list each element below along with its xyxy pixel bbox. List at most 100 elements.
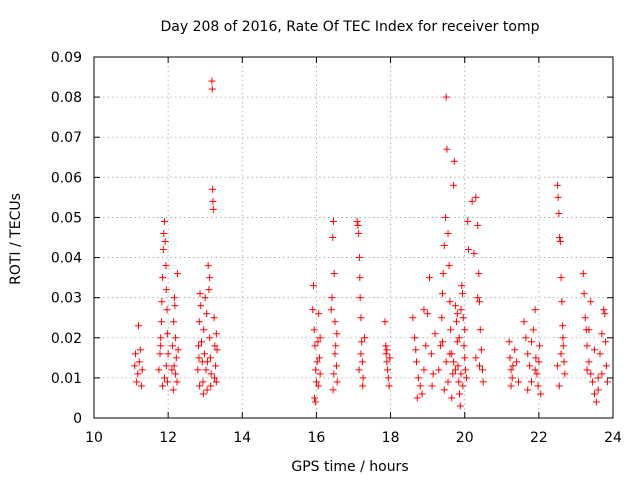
data-point bbox=[163, 378, 171, 386]
data-point bbox=[331, 350, 339, 358]
data-point bbox=[137, 382, 145, 390]
data-point bbox=[310, 326, 318, 334]
data-point bbox=[420, 306, 428, 314]
x-tick-label: 12 bbox=[159, 430, 177, 446]
data-point bbox=[314, 338, 322, 346]
data-point bbox=[520, 318, 528, 326]
data-point bbox=[531, 366, 539, 374]
data-point bbox=[316, 370, 324, 378]
data-point bbox=[560, 358, 568, 366]
data-point bbox=[155, 366, 163, 374]
data-point bbox=[536, 342, 544, 350]
data-point bbox=[526, 362, 534, 370]
data-point bbox=[213, 346, 221, 354]
data-point bbox=[163, 330, 171, 338]
data-point bbox=[168, 366, 176, 374]
data-point bbox=[587, 370, 595, 378]
data-point bbox=[507, 366, 515, 374]
x-tick-label: 10 bbox=[85, 430, 103, 446]
data-point bbox=[207, 370, 215, 378]
data-point bbox=[311, 398, 319, 406]
data-point bbox=[508, 374, 516, 382]
data-point bbox=[448, 394, 456, 402]
data-point bbox=[174, 346, 182, 354]
data-point bbox=[204, 262, 212, 270]
data-point bbox=[472, 193, 480, 201]
data-point bbox=[357, 314, 365, 322]
data-point bbox=[459, 382, 467, 390]
data-point bbox=[603, 378, 611, 386]
data-point bbox=[157, 342, 165, 350]
data-point bbox=[170, 362, 178, 370]
data-point bbox=[209, 185, 217, 193]
data-point bbox=[425, 274, 433, 282]
data-point bbox=[450, 181, 458, 189]
data-point bbox=[531, 306, 539, 314]
data-point bbox=[460, 342, 468, 350]
data-point bbox=[208, 85, 216, 93]
data-point bbox=[382, 350, 390, 358]
grid-lines bbox=[94, 57, 613, 418]
data-point bbox=[534, 382, 542, 390]
data-point bbox=[474, 294, 482, 302]
data-point bbox=[332, 362, 340, 370]
data-point bbox=[355, 229, 363, 237]
data-point bbox=[529, 326, 537, 334]
data-point bbox=[138, 366, 146, 374]
data-point bbox=[355, 366, 363, 374]
data-point bbox=[580, 290, 588, 298]
data-point bbox=[561, 370, 569, 378]
data-point bbox=[162, 262, 170, 270]
y-tick-label: 0.04 bbox=[51, 251, 82, 267]
data-point bbox=[206, 334, 214, 342]
data-point bbox=[195, 354, 203, 362]
data-point bbox=[172, 354, 180, 362]
data-point bbox=[309, 282, 317, 290]
data-point bbox=[411, 334, 419, 342]
data-point bbox=[463, 374, 471, 382]
data-point bbox=[210, 314, 218, 322]
data-point bbox=[600, 306, 608, 314]
data-point bbox=[472, 354, 480, 362]
data-point bbox=[202, 366, 210, 374]
data-point bbox=[450, 358, 458, 366]
data-point bbox=[311, 394, 319, 402]
data-point bbox=[553, 181, 561, 189]
data-point bbox=[329, 386, 337, 394]
data-point bbox=[209, 197, 217, 205]
data-point bbox=[475, 270, 483, 278]
data-point bbox=[212, 362, 220, 370]
data-point bbox=[506, 354, 514, 362]
data-point bbox=[579, 270, 587, 278]
data-point bbox=[169, 386, 177, 394]
data-point bbox=[159, 382, 167, 390]
data-point bbox=[358, 338, 366, 346]
data-point bbox=[384, 374, 392, 382]
data-point bbox=[413, 394, 421, 402]
data-point bbox=[135, 358, 143, 366]
data-point bbox=[210, 374, 218, 382]
data-point bbox=[581, 314, 589, 322]
data-point bbox=[195, 342, 203, 350]
data-point bbox=[357, 350, 365, 358]
x-tick-label: 24 bbox=[604, 430, 622, 446]
data-point bbox=[453, 310, 461, 318]
data-point bbox=[414, 374, 422, 382]
data-point bbox=[533, 370, 541, 378]
data-point bbox=[201, 294, 209, 302]
data-point bbox=[314, 382, 322, 390]
data-point bbox=[359, 374, 367, 382]
data-point bbox=[457, 370, 465, 378]
data-point bbox=[456, 402, 464, 410]
data-point bbox=[509, 362, 517, 370]
data-point bbox=[555, 382, 563, 390]
data-point bbox=[131, 362, 139, 370]
data-point bbox=[386, 354, 394, 362]
data-point bbox=[557, 274, 565, 282]
data-point bbox=[354, 221, 362, 229]
y-tick-label: 0.05 bbox=[51, 210, 82, 226]
data-point bbox=[311, 342, 319, 350]
data-point bbox=[353, 217, 361, 225]
data-point bbox=[424, 310, 432, 318]
